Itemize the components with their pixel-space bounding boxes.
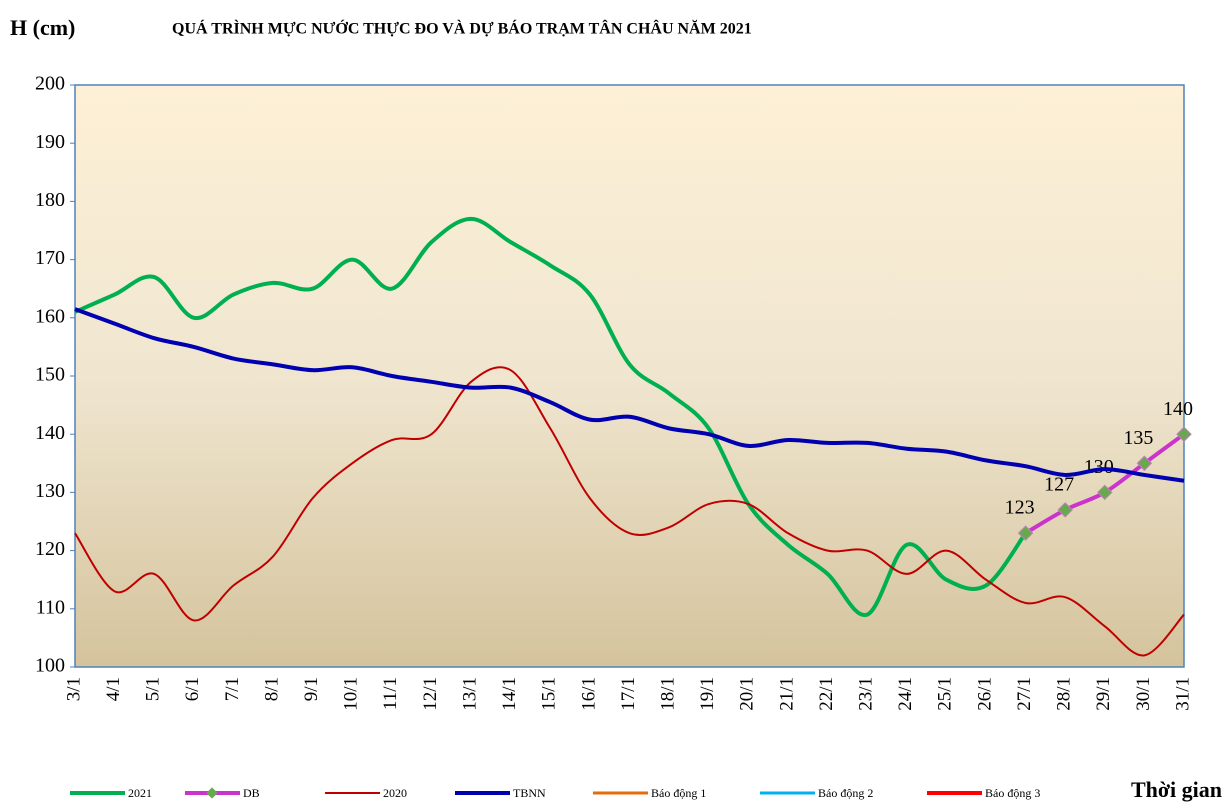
y-tick-label: 150	[35, 364, 65, 386]
y-tick-label: 200	[35, 73, 65, 95]
y-tick-label: 120	[35, 538, 65, 560]
y-tick-label: 180	[35, 189, 65, 211]
x-tick-label: 19/1	[697, 677, 718, 711]
data-label: 127	[1044, 473, 1074, 495]
x-tick-label: 26/1	[974, 677, 995, 711]
x-tick-label: 10/1	[341, 677, 362, 711]
legend-label: Báo động 2	[818, 786, 873, 800]
marker	[1176, 426, 1192, 442]
marker	[1057, 502, 1073, 518]
x-tick-label: 29/1	[1093, 677, 1114, 711]
y-tick-label: 170	[35, 247, 65, 269]
y-tick-label: 160	[35, 305, 65, 327]
legend-item: TBNN	[455, 786, 546, 800]
legend-item: 2021	[70, 786, 152, 800]
data-label: 123	[1005, 497, 1035, 519]
x-tick-label: 4/1	[103, 677, 124, 701]
x-tick-label: 8/1	[261, 677, 282, 701]
marker	[1017, 525, 1034, 541]
x-tick-label: 23/1	[856, 677, 877, 711]
y-tick-label: 110	[36, 596, 65, 618]
legend-label: TBNN	[513, 786, 546, 800]
x-tick-label: 7/1	[222, 677, 243, 701]
legend-label: 2021	[128, 786, 152, 800]
x-tick-label: 9/1	[301, 677, 322, 701]
x-tick-label: 20/1	[737, 677, 758, 711]
x-tick-label: 5/1	[143, 677, 164, 701]
y-tick-label: 100	[35, 655, 65, 677]
legend-item: Báo động 2	[760, 786, 873, 800]
x-tick-label: 27/1	[1014, 677, 1035, 711]
x-tick-label: 24/1	[895, 677, 916, 711]
legend-label: DB	[243, 786, 260, 800]
x-tick-label: 22/1	[816, 677, 837, 711]
x-tick-label: 16/1	[578, 677, 599, 711]
x-tick-label: 12/1	[420, 677, 441, 711]
x-tick-label: 13/1	[459, 677, 480, 711]
legend-item: 2020	[325, 786, 407, 800]
y-tick-label: 140	[35, 422, 65, 444]
x-tick-label: 30/1	[1133, 677, 1154, 711]
x-tick-label: 21/1	[776, 677, 797, 711]
marker	[1136, 455, 1153, 472]
legend-label: Báo động 1	[651, 786, 706, 800]
x-tick-label: 17/1	[618, 677, 639, 711]
legend-item: DB	[185, 786, 260, 800]
y-tick-label: 190	[35, 131, 65, 153]
legend-label: 2020	[383, 786, 407, 800]
x-tick-label: 11/1	[380, 677, 401, 710]
y-axis-label: H (cm)	[10, 15, 75, 40]
x-tick-label: 15/1	[539, 677, 560, 711]
x-tick-label: 6/1	[182, 677, 203, 701]
series-line	[74, 216, 1028, 617]
legend-item: Báo động 3	[927, 786, 1040, 800]
x-tick-label: 18/1	[657, 677, 678, 711]
legend-label: Báo động 3	[985, 786, 1040, 800]
data-label: 135	[1123, 427, 1153, 449]
x-axis-label: Thời gian	[1131, 777, 1222, 802]
marker	[1097, 484, 1113, 501]
data-label: 140	[1163, 398, 1193, 420]
legend-marker	[206, 787, 218, 799]
x-tick-label: 3/1	[63, 677, 84, 701]
series-line	[74, 307, 1185, 483]
data-label: 130	[1084, 456, 1114, 478]
legend-item: Báo động 1	[593, 786, 706, 800]
chart-title: QUÁ TRÌNH MỰC NƯỚC THỰC ĐO VÀ DỰ BÁO TRẠ…	[172, 19, 752, 38]
x-tick-label: 28/1	[1054, 677, 1075, 711]
x-tick-label: 31/1	[1172, 677, 1193, 711]
y-tick-label: 130	[35, 480, 65, 502]
series-line	[74, 366, 1185, 657]
x-tick-label: 25/1	[935, 677, 956, 711]
x-tick-label: 14/1	[499, 677, 520, 711]
